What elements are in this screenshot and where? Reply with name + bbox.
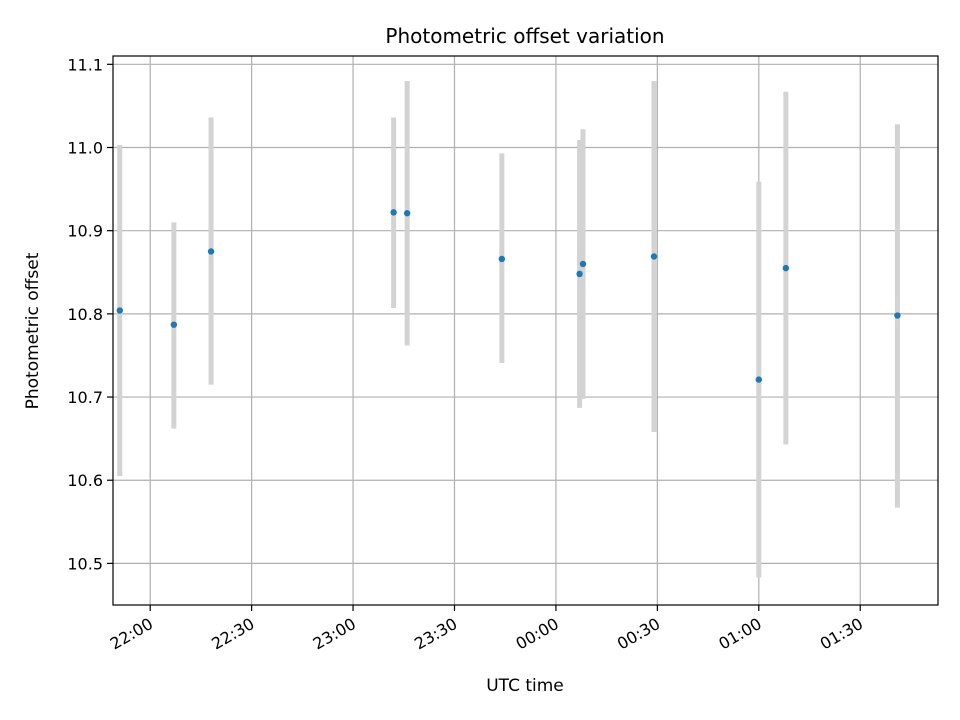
chart-title: Photometric offset variation [385, 24, 664, 48]
x-tick-label: 23:30 [411, 614, 460, 654]
y-tick-label: 10.7 [67, 388, 103, 407]
data-point [390, 209, 397, 216]
x-tick-label: 00:30 [614, 614, 663, 654]
data-point [782, 264, 790, 272]
plot-frame [112, 55, 939, 606]
x-tick-label: 23:00 [310, 614, 359, 654]
x-tick-label: 01:00 [715, 614, 764, 654]
y-tick-label: 10.9 [67, 222, 103, 241]
data-point [498, 255, 506, 263]
y-tick-label: 10.8 [67, 305, 103, 324]
data-point [170, 321, 178, 328]
y-tick-label: 10.6 [67, 471, 103, 490]
data-point [579, 260, 587, 268]
y-axis-title: Photometric offset [23, 252, 43, 409]
data-point [650, 253, 658, 260]
x-axis: 22:00 22:30 23:00 23:30 00:00 00:30 01:00 01:30 [107, 605, 866, 654]
data-point [894, 312, 901, 319]
data-point [403, 210, 411, 217]
y-tick-label: 11.0 [67, 139, 103, 158]
data-point [116, 307, 123, 314]
x-tick-label: 22:30 [208, 614, 257, 654]
x-axis-title: UTC time [486, 676, 564, 696]
x-tick-label: 00:00 [512, 614, 561, 654]
y-tick-label: 10.5 [67, 554, 103, 573]
x-tick-label: 01:30 [817, 614, 866, 654]
grid [113, 56, 938, 605]
y-axis: 10.5 10.6 10.7 10.8 10.9 11.0 11.1 [67, 55, 113, 573]
data-point [576, 270, 583, 278]
y-tick-label: 11.1 [67, 55, 103, 74]
data-point [755, 376, 762, 383]
data-point [207, 248, 215, 255]
x-tick-label: 22:00 [107, 614, 156, 654]
error-bars [117, 80, 900, 578]
data-points [116, 209, 901, 383]
